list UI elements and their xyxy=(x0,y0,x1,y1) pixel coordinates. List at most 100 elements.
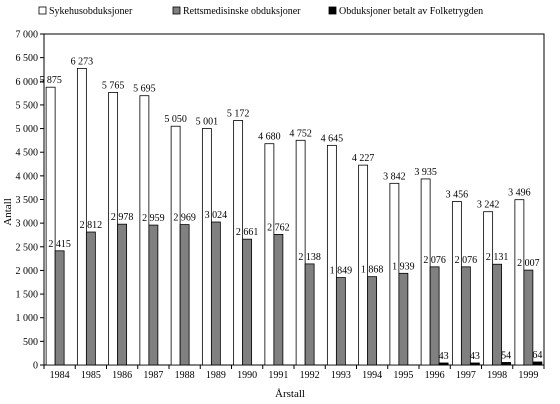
x-tick-label: 1994 xyxy=(362,370,382,381)
data-label-sykehusobduksjoner: 5 172 xyxy=(227,108,250,119)
bar-sykehusobduksjoner xyxy=(326,144,337,366)
y-tick-label: 1 000 xyxy=(16,313,39,324)
data-label-sykehusobduksjoner: 3 456 xyxy=(446,190,469,201)
x-axis: 1984 1985 1986 1987 1988 1989 1990 1991 1992 1993… xyxy=(43,365,545,381)
data-label-rettsmedisinske-obduksjoner: 2 978 xyxy=(111,212,134,223)
data-label-sykehusobduksjoner: 3 842 xyxy=(383,171,406,182)
bar-rettsmedisinske-obduksjoner xyxy=(523,269,534,366)
bar-rettsmedisinske-obduksjoner xyxy=(54,250,65,366)
data-label-sykehusobduksjoner: 5 875 xyxy=(39,75,62,86)
y-axis: 0 500 1 000 1 500 2 000 2 500 3 000 3 500 4 000 4… xyxy=(16,30,44,372)
bar-rettsmedisinske-obduksjoner xyxy=(429,266,440,366)
data-label-rettsmedisinske-obduksjoner: 2 007 xyxy=(517,258,540,269)
data-label-obduksjoner-betalt-av-folketrygden: 54 xyxy=(501,350,511,361)
data-label-sykehusobduksjoner: 4 227 xyxy=(352,153,375,164)
bar-rettsmedisinske-obduksjoner xyxy=(335,277,346,366)
x-tick-label: 1984 xyxy=(50,370,70,381)
y-tick-label: 2 500 xyxy=(16,242,39,253)
x-tick-label: 1986 xyxy=(112,370,132,381)
bar-sykehusobduksjoner xyxy=(389,182,400,366)
data-label-obduksjoner-betalt-av-folketrygden: 64 xyxy=(532,350,542,361)
bar-rettsmedisinske-obduksjoner xyxy=(398,272,409,366)
bar-sykehusobduksjoner xyxy=(201,128,212,366)
bar-sykehusobduksjoner xyxy=(483,211,494,366)
x-tick-label: 1996 xyxy=(425,370,445,381)
bar-sykehusobduksjoner xyxy=(451,201,462,366)
data-label-rettsmedisinske-obduksjoner: 2 138 xyxy=(298,252,321,263)
data-label-rettsmedisinske-obduksjoner: 2 076 xyxy=(423,255,446,266)
data-label-rettsmedisinske-obduksjoner: 2 812 xyxy=(80,220,103,231)
data-label-rettsmedisinske-obduksjoner: 2 661 xyxy=(236,227,259,238)
data-label-rettsmedisinske-obduksjoner: 2 969 xyxy=(173,213,196,224)
legend: Sykehusobduksjoner Rettsmedisinske obduks… xyxy=(38,6,483,17)
x-tick-label: 1989 xyxy=(206,370,226,381)
legend-entry-rettsmedisinske-obduksjoner: Rettsmedisinske obduksjoner xyxy=(183,6,301,17)
y-tick-label: 6 000 xyxy=(16,77,39,88)
bar-sykehusobduksjoner xyxy=(420,178,431,366)
data-label-obduksjoner-betalt-av-folketrygden: 43 xyxy=(439,351,449,362)
bar-sykehusobduksjoner xyxy=(358,164,369,366)
x-tick-label: 1987 xyxy=(143,370,163,381)
y-tick-label: 3 000 xyxy=(16,219,39,230)
data-label-sykehusobduksjoner: 3 496 xyxy=(508,188,531,199)
legend-swatch-rettsmedisinske-obduksjoner xyxy=(172,6,181,15)
bar-obduksjoner-betalt-av-folketrygden xyxy=(438,362,449,366)
bar-rettsmedisinske-obduksjoner xyxy=(148,224,159,366)
data-label-rettsmedisinske-obduksjoner: 1 868 xyxy=(361,265,384,276)
data-label-rettsmedisinske-obduksjoner: 3 024 xyxy=(205,210,228,221)
data-label-obduksjoner-betalt-av-folketrygden: 43 xyxy=(470,351,480,362)
data-label-sykehusobduksjoner: 3 935 xyxy=(414,167,437,178)
y-tick-label: 2 000 xyxy=(16,266,39,277)
data-label-rettsmedisinske-obduksjoner: 1 939 xyxy=(392,261,415,272)
x-tick-label: 1995 xyxy=(393,370,413,381)
legend-entry-sykehusobduksjoner: Sykehusobduksjoner xyxy=(49,6,133,17)
legend-swatch-sykehusobduksjoner xyxy=(38,6,47,15)
bar-sykehusobduksjoner xyxy=(108,91,119,366)
bar-rettsmedisinske-obduksjoner xyxy=(273,233,284,366)
x-tick-label: 1993 xyxy=(331,370,351,381)
data-label-rettsmedisinske-obduksjoner: 2 959 xyxy=(142,213,165,224)
data-label-sykehusobduksjoner: 5 765 xyxy=(102,80,125,91)
data-label-rettsmedisinske-obduksjoner: 2 762 xyxy=(267,222,290,233)
x-tick-label: 1985 xyxy=(81,370,101,381)
data-label-sykehusobduksjoner: 4 680 xyxy=(258,132,281,143)
bar-sykehusobduksjoner xyxy=(514,199,525,366)
bar-rettsmedisinske-obduksjoner xyxy=(460,266,471,366)
bar-rettsmedisinske-obduksjoner xyxy=(210,221,221,366)
bar-obduksjoner-betalt-av-folketrygden xyxy=(532,361,543,366)
y-tick-label: 5 000 xyxy=(16,124,39,135)
legend-swatch-obduksjoner-betalt-av-folketrygden xyxy=(328,6,337,15)
data-label-sykehusobduksjoner: 5 001 xyxy=(196,117,219,128)
bar-rettsmedisinske-obduksjoner xyxy=(117,223,128,366)
x-tick-label: 1988 xyxy=(175,370,195,381)
bar-sykehusobduksjoner xyxy=(295,139,306,366)
data-label-sykehusobduksjoner: 5 695 xyxy=(133,84,156,95)
y-tick-label: 6 500 xyxy=(16,53,39,64)
bar-rettsmedisinske-obduksjoner xyxy=(304,263,315,366)
y-tick-label: 3 500 xyxy=(16,195,39,206)
data-label-rettsmedisinske-obduksjoner: 1 849 xyxy=(330,266,353,277)
bar-rettsmedisinske-obduksjoner xyxy=(85,231,96,366)
x-tick-label: 1997 xyxy=(456,370,476,381)
bar-sykehusobduksjoner xyxy=(233,120,244,366)
bar-obduksjoner-betalt-av-folketrygden xyxy=(469,362,480,366)
data-label-sykehusobduksjoner: 3 242 xyxy=(477,200,500,211)
data-label-sykehusobduksjoner: 4 752 xyxy=(289,128,312,139)
bar-sykehusobduksjoner xyxy=(45,86,56,366)
y-tick-label: 0 xyxy=(33,361,38,372)
data-label-sykehusobduksjoner: 6 273 xyxy=(71,56,94,67)
y-tick-label: 500 xyxy=(23,337,38,348)
plot-area: 5 875 2 415 6 273 2 812 5 765 2 978 5 695 2 959… xyxy=(39,33,545,366)
bar-sykehusobduksjoner xyxy=(170,125,181,366)
y-axis-title: Antall xyxy=(2,198,14,226)
x-tick-label: 1990 xyxy=(237,370,257,381)
bar-obduksjoner-betalt-av-folketrygden xyxy=(501,362,512,366)
bar-sykehusobduksjoner xyxy=(139,95,150,366)
y-tick-label: 4 000 xyxy=(16,171,39,182)
x-tick-label: 1999 xyxy=(518,370,538,381)
legend-entry-obduksjoner-betalt-av-folketrygden: Obduksjoner betalt av Folketrygden xyxy=(339,6,483,17)
y-tick-label: 4 500 xyxy=(16,148,39,159)
data-label-rettsmedisinske-obduksjoner: 2 415 xyxy=(48,239,71,250)
data-label-rettsmedisinske-obduksjoner: 2 076 xyxy=(455,255,478,266)
